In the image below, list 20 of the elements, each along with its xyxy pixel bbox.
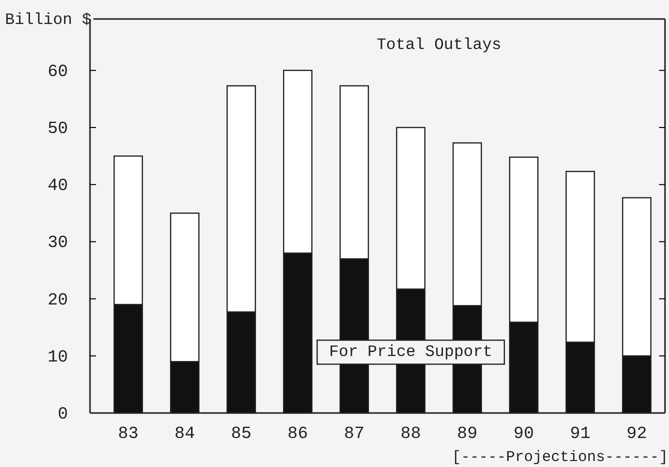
x-tick-label: 86 [288, 425, 308, 444]
y-tick-label: 10 [48, 348, 68, 368]
y-tick-label: 50 [48, 120, 68, 139]
x-tick-label: 92 [626, 425, 647, 444]
x-tick-label: 90 [514, 425, 534, 444]
series-label: For Price Support [329, 343, 492, 362]
x-tick-label: 85 [231, 425, 252, 444]
x-tick-label: 88 [400, 425, 421, 444]
x-tick-label: 87 [344, 425, 364, 444]
x-tick-label: 84 [174, 425, 195, 444]
y-tick-label: 40 [48, 177, 68, 196]
text: Total Outlays [376, 36, 502, 54]
x-tick-label: 91 [570, 425, 590, 444]
text: [-----Projections------] [452, 449, 668, 466]
y-tick-label: 0 [58, 405, 68, 424]
y-tick-label: 30 [48, 234, 68, 254]
x-tick-label: 83 [118, 425, 138, 444]
y-tick-label: 20 [48, 291, 68, 310]
y-tick-label: 60 [48, 62, 68, 82]
x-tick-label: 89 [457, 425, 478, 444]
